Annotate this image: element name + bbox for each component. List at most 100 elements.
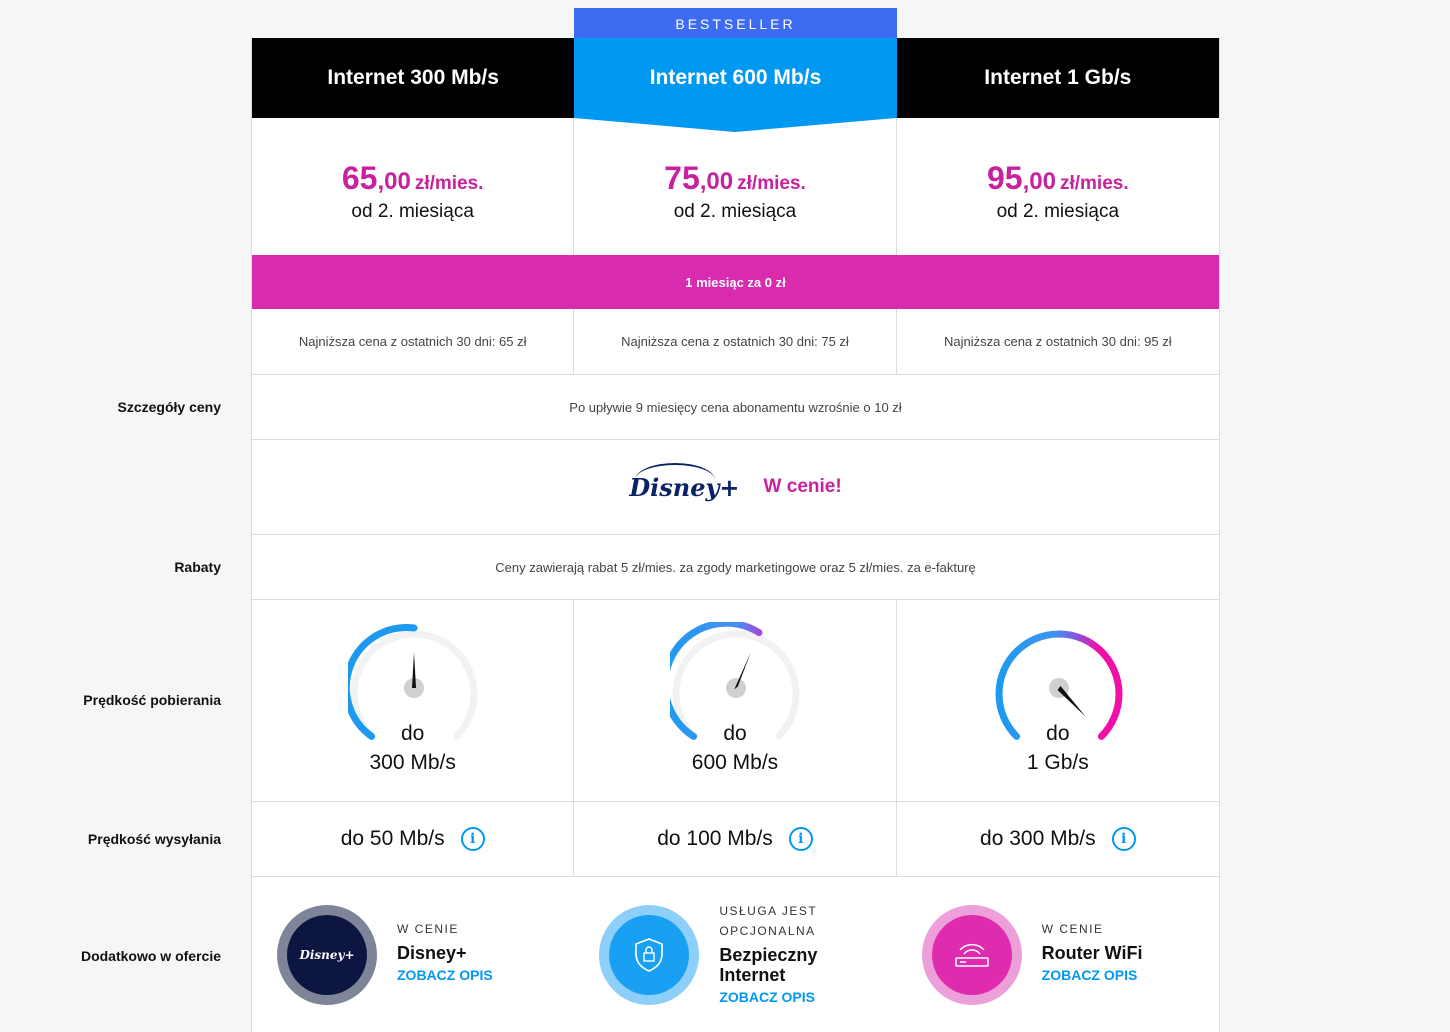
shield-lock-icon: [599, 905, 700, 1005]
price-integer: 75: [664, 160, 700, 196]
disney-plus-icon: Disney+: [277, 905, 377, 1005]
shield-lock-inner: [609, 915, 690, 995]
extra-text: W CENIE Disney+ ZOBACZ OPIS: [397, 919, 493, 985]
price-row: 65,00 zł/mies. od 2. miesiąca 75,00 zł/mie…: [252, 118, 1219, 255]
plan-name: Internet 1 Gb/s: [984, 66, 1132, 89]
price-cell: 75,00 zł/mies. od 2. miesiąca: [574, 118, 897, 255]
gauge-needle: [412, 652, 416, 688]
extra-item-router: W CENIE Router WiFi ZOBACZ OPIS: [897, 877, 1219, 1032]
see-description-link[interactable]: ZOBACZ OPIS: [397, 967, 493, 983]
extra-eyebrow: USŁUGA JEST: [719, 904, 818, 918]
price-unit: zł/mies.: [1059, 173, 1129, 194]
plan-header-600[interactable]: Internet 600 Mb/s: [574, 38, 897, 132]
row-label-discounts: Rabaty: [174, 559, 221, 575]
price: 75,00 zł/mies.: [664, 160, 806, 197]
price-details-text: Po upływie 9 miesięcy cena abonamentu wz…: [569, 399, 902, 415]
lowest-price-note: Najniższa cena z ostatnich 30 dni: 65 zł: [252, 309, 575, 374]
gauge-track: [672, 630, 800, 740]
shield-lock-glyph: [635, 938, 664, 972]
price-integer: 65: [341, 160, 378, 196]
promo-text: 1 miesiąc za 0 zł: [685, 274, 786, 290]
download-speed-cell: do 1 Gb/s: [897, 600, 1219, 801]
price: 65,00 zł/mies.: [342, 160, 484, 197]
disney-included-text: W cenie!: [763, 476, 842, 497]
extras-row: Disney+ W CENIE Disney+ ZOBACZ OPIS U: [252, 877, 1219, 1032]
extra-text: USŁUGA JEST OPCJONALNA Bezpieczny Intern…: [719, 901, 817, 1007]
extra-eyebrow: W CENIE: [397, 922, 459, 936]
discounts-row: Ceny zawierają rabat 5 zł/mies. za zgody…: [252, 535, 1219, 600]
download-speed-cell: do 600 Mb/s: [574, 600, 897, 801]
plan-headers: Internet 300 Mb/s Internet 600 Mb/s Inte…: [252, 38, 1219, 132]
download-speed-cell: do 300 Mb/s: [252, 600, 575, 801]
download-speed-value: 300 Mb/s: [369, 751, 456, 774]
price-decimal: ,00: [1022, 168, 1056, 195]
download-speed-row: do 300 Mb/s do 600 Mb/s: [252, 600, 1219, 802]
row-label-extras: Dodatkowo w ofercie: [80, 948, 221, 964]
lowest-price-note: Najniższa cena z ostatnich 30 dni: 95 zł: [944, 334, 1172, 349]
plan-name: Internet 300 Mb/s: [327, 66, 499, 89]
speed-gauge: [348, 624, 478, 740]
gauge-fill: [995, 630, 1123, 740]
plan-name: Internet 600 Mb/s: [649, 66, 822, 89]
upload-speed-value: do 100 Mb/s: [657, 827, 773, 850]
bestseller-badge: BESTSELLER: [574, 8, 897, 38]
price-cell: 95,00 zł/mies. od 2. miesiąca: [897, 118, 1219, 255]
gauge-needle: [1057, 686, 1086, 717]
extra-title: Router WiFi: [1041, 943, 1143, 963]
info-icon[interactable]: i: [460, 827, 485, 851]
plans-comparison-table: Internet 300 Mb/s Internet 600 Mb/s Inte…: [251, 38, 1220, 1032]
price-from-note: od 2. miesiąca: [673, 201, 797, 222]
extra-text: W CENIE Router WiFi ZOBACZ OPIS: [1042, 919, 1143, 985]
price-from-note: od 2. miesiąca: [351, 201, 474, 222]
extra-title: Bezpieczny: [719, 945, 818, 965]
extra-eyebrow: W CENIE: [1041, 922, 1104, 936]
speed-gauge: [995, 630, 1123, 740]
upload-speed-cell: do 50 Mb/s i: [252, 802, 575, 876]
extra-item-secure-internet: USŁUGA JEST OPCJONALNA Bezpieczny Intern…: [574, 877, 896, 1032]
price-from-note: od 2. miesiąca: [996, 201, 1120, 222]
price: 95,00 zł/mies.: [987, 160, 1129, 197]
see-description-link[interactable]: ZOBACZ OPIS: [1041, 967, 1138, 983]
plan-header-300[interactable]: Internet 300 Mb/s: [252, 38, 575, 118]
extra-title: Internet: [719, 965, 786, 985]
gauge-fill: [670, 622, 763, 740]
discounts-text: Ceny zawierają rabat 5 zł/mies. za zgody…: [495, 559, 976, 575]
extra-title: Disney+: [397, 943, 467, 963]
upload-speed-cell: do 300 Mb/s i: [897, 802, 1219, 876]
upload-speed-value: do 50 Mb/s: [340, 827, 445, 850]
lowest-price-note: Najniższa cena z ostatnich 30 dni: 75 zł: [574, 309, 897, 374]
promo-banner: 1 miesiąc za 0 zł: [252, 255, 1219, 309]
price-decimal: ,00: [377, 168, 411, 195]
row-label-price-details: Szczegóły ceny: [117, 399, 222, 415]
gauge-track: [350, 630, 478, 740]
download-prefix: do: [1046, 722, 1070, 745]
speed-gauge: [670, 622, 800, 740]
price-cell: 65,00 zł/mies. od 2. miesiąca: [252, 118, 575, 255]
extra-eyebrow: OPCJONALNA: [719, 924, 816, 938]
price-details-row: Po upływie 9 miesięcy cena abonamentu wz…: [252, 375, 1219, 440]
price-unit: zł/mies.: [414, 173, 484, 194]
disney-plus-logo-small: Disney+: [287, 915, 367, 995]
upload-speed-row: do 50 Mb/s i do 100 Mb/s i do 300 Mb/s i: [252, 802, 1219, 877]
row-label-upload-speed: Prędkość wysyłania: [87, 831, 221, 847]
download-prefix: do: [723, 722, 747, 745]
router-wifi-icon: [921, 905, 1022, 1005]
disney-row: Disney+ W cenie!: [252, 440, 1219, 535]
info-icon[interactable]: i: [788, 827, 813, 851]
disney-plus-logo: Disney+: [629, 462, 740, 502]
router-wifi-glyph: [954, 943, 989, 967]
info-icon[interactable]: i: [1111, 827, 1136, 851]
see-description-link[interactable]: ZOBACZ OPIS: [719, 989, 815, 1005]
download-speed-value: 1 Gb/s: [1026, 751, 1089, 774]
price-unit: zł/mies.: [737, 173, 806, 194]
download-speed-value: 600 Mb/s: [691, 751, 779, 774]
upload-speed-cell: do 100 Mb/s i: [574, 802, 897, 876]
download-prefix: do: [400, 722, 425, 745]
price-decimal: ,00: [699, 168, 734, 195]
extra-item-disney: Disney+ W CENIE Disney+ ZOBACZ OPIS: [252, 877, 574, 1032]
plan-header-1g[interactable]: Internet 1 Gb/s: [896, 38, 1219, 118]
row-label-download-speed: Prędkość pobierania: [83, 692, 221, 708]
upload-speed-value: do 300 Mb/s: [980, 827, 1096, 850]
router-wifi-inner: [931, 915, 1012, 995]
lowest-price-row: Najniższa cena z ostatnich 30 dni: 65 zł…: [252, 309, 1219, 375]
